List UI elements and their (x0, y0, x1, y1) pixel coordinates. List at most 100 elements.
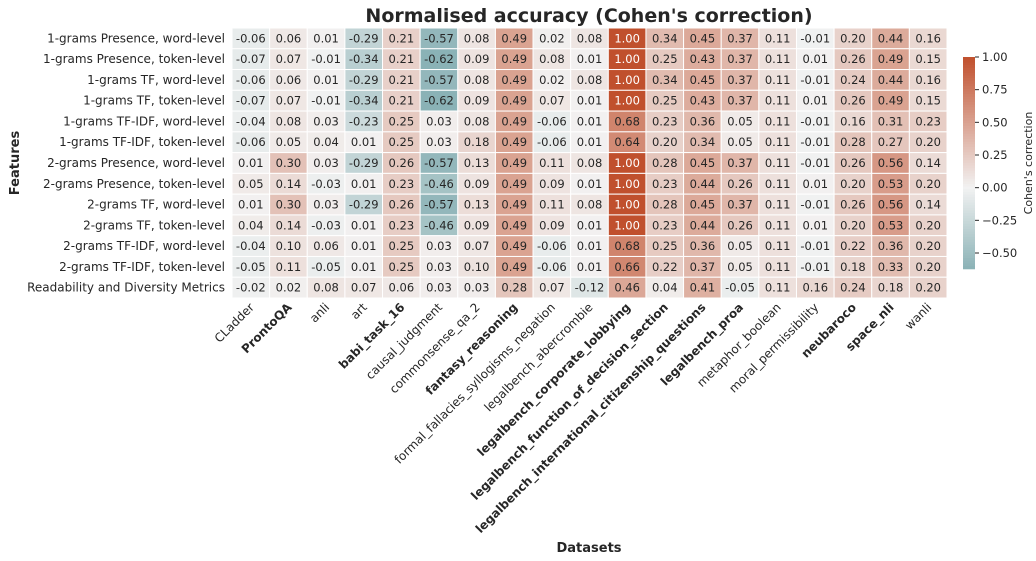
colorbar-segment (963, 94, 975, 98)
cell-label: 0.49 (501, 52, 527, 66)
cell-label: 0.41 (690, 281, 716, 295)
cell-label: 0.06 (389, 281, 415, 295)
cell-label: -0.05 (725, 281, 755, 295)
cell-label: 0.01 (351, 239, 377, 253)
colorbar-segment (963, 133, 975, 137)
cell-label: 0.44 (878, 73, 904, 87)
cell-label: 0.26 (840, 198, 866, 212)
cell-label: 0.14 (915, 198, 941, 212)
colorbar-segment (963, 109, 975, 114)
cell-label: 0.25 (652, 52, 678, 66)
cell-label: 0.20 (840, 177, 866, 191)
cell-label: 0.33 (878, 260, 904, 274)
cell-label: 0.03 (426, 135, 452, 149)
cell-label: 0.25 (652, 94, 678, 108)
cell-label: -0.29 (349, 198, 379, 212)
cell-label: 0.37 (727, 94, 753, 108)
cell-label: 0.01 (577, 260, 603, 274)
cell-label: 0.21 (389, 73, 415, 87)
colorbar-segment (963, 184, 975, 188)
cell-label: -0.03 (311, 177, 341, 191)
cell-label: 0.20 (915, 260, 941, 274)
cell-label: 0.44 (690, 218, 716, 232)
cell-label: 0.15 (915, 94, 941, 108)
cell-label: 0.49 (501, 156, 527, 170)
cell-label: 0.25 (389, 114, 415, 128)
cell-label: 0.18 (464, 135, 490, 149)
cell-label: 0.56 (878, 198, 904, 212)
colorbar-segment (963, 88, 975, 92)
cell-label: 0.23 (389, 177, 415, 191)
cell-label: 0.01 (577, 177, 603, 191)
cell-label: 0.08 (577, 31, 603, 45)
colorbar-segment (963, 123, 975, 127)
colorbar-segment (963, 213, 975, 217)
cell-label: 0.04 (238, 218, 264, 232)
cell-label: 0.37 (727, 73, 753, 87)
cell-label: 0.04 (652, 281, 678, 295)
cell-label: 0.08 (276, 114, 302, 128)
cell-label: 0.03 (426, 260, 452, 274)
cell-label: 0.03 (426, 114, 452, 128)
colorbar-segment (963, 250, 975, 254)
colorbar-segment (963, 260, 975, 264)
colorbar-segment (963, 255, 975, 259)
y-tick-label: 1-grams TF, word-level (87, 73, 225, 87)
cell-label: 1.00 (614, 198, 640, 212)
cell-label: 0.09 (539, 218, 565, 232)
colorbar-segment (963, 178, 975, 182)
colorbar-tick-label: 0.50 (982, 115, 1008, 129)
colorbar-segment (963, 218, 975, 222)
cell-label: 0.26 (389, 156, 415, 170)
cell-label: 0.01 (313, 73, 339, 87)
cell-label: 0.20 (915, 135, 941, 149)
cell-label: 0.34 (652, 31, 678, 45)
cell-label: -0.29 (349, 156, 379, 170)
colorbar-segment (963, 101, 975, 106)
cell-label: -0.07 (236, 52, 266, 66)
cell-label: 0.06 (276, 73, 302, 87)
colorbar-segment (963, 205, 975, 209)
colorbar-segment (963, 165, 975, 169)
cell-label: 0.10 (464, 260, 490, 274)
colorbar-segment (963, 59, 975, 63)
cell-label: 0.28 (652, 198, 678, 212)
cell-label: 0.04 (313, 135, 339, 149)
x-tick-label: art (348, 300, 370, 322)
cell-label: 0.01 (577, 114, 603, 128)
cell-label: 0.11 (765, 218, 791, 232)
cell-label: -0.01 (800, 260, 830, 274)
cell-label: 0.23 (652, 218, 678, 232)
cell-label: -0.12 (575, 281, 605, 295)
cell-label: 0.15 (915, 52, 941, 66)
y-tick-label: 1-grams TF-IDF, token-level (59, 135, 225, 149)
cell-label: 0.11 (765, 260, 791, 274)
cell-label: -0.01 (800, 31, 830, 45)
colorbar-segment (963, 236, 975, 241)
cell-label: 0.05 (727, 260, 753, 274)
colorbar-segment (963, 223, 975, 227)
x-tick-label: babi_task_16 (336, 300, 408, 372)
colorbar-segment (963, 186, 975, 190)
cell-label: 0.11 (765, 177, 791, 191)
cell-label: 0.01 (802, 94, 828, 108)
cell-label: 0.49 (501, 31, 527, 45)
cell-label: 0.05 (238, 177, 264, 191)
cell-label: 0.21 (389, 52, 415, 66)
cell-label: 0.49 (501, 198, 527, 212)
cell-label: -0.05 (236, 260, 266, 274)
cell-label: 0.26 (389, 198, 415, 212)
cell-label: -0.02 (236, 281, 266, 295)
cell-label: 0.14 (915, 156, 941, 170)
colorbar-segment (963, 125, 975, 130)
colorbar-segment (963, 215, 975, 220)
cell-label: 0.49 (501, 94, 527, 108)
cell-label: 0.56 (878, 156, 904, 170)
cell-label: 0.13 (464, 156, 490, 170)
cell-label: 1.00 (614, 156, 640, 170)
colorbar-segment (963, 247, 975, 251)
colorbar-tick-label: 0.25 (982, 148, 1008, 162)
cell-label: 0.08 (464, 73, 490, 87)
colorbar-segment (963, 70, 975, 74)
cell-label: 0.20 (915, 218, 941, 232)
